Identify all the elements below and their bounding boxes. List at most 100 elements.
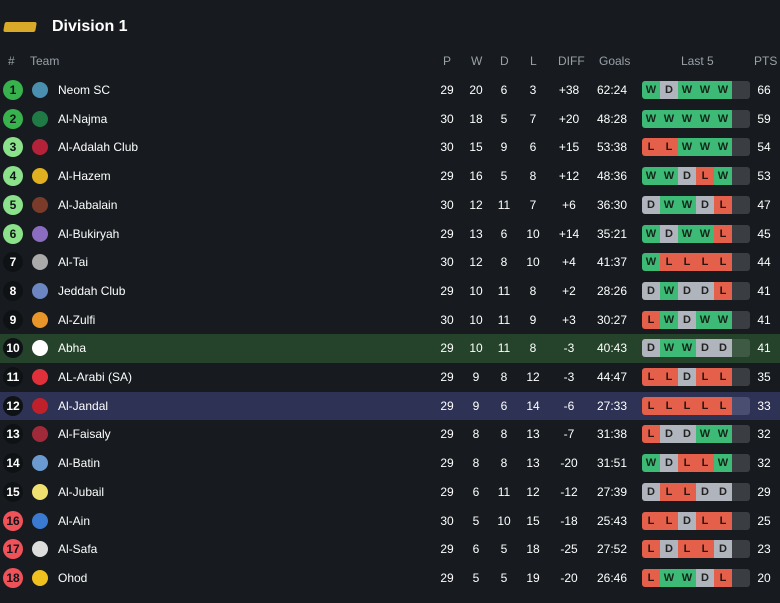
cell-w: 20 — [469, 83, 483, 97]
table-row[interactable]: 1 Neom SC 29 20 6 3 +38 62:24 66 W D W W W — [0, 76, 780, 105]
team-name[interactable]: AL-Arabi (SA) — [58, 370, 133, 384]
table-row[interactable]: 5 Al-Jabalain 30 12 11 7 +6 36:30 47 D W W D L — [0, 191, 780, 220]
form-result: D — [642, 281, 660, 300]
form-result: D — [696, 568, 714, 587]
cell-diff: +3 — [562, 312, 576, 327]
page-title: Division 1 — [52, 18, 128, 35]
team-name[interactable]: Jeddah Club — [58, 283, 126, 298]
form-result: L — [714, 511, 732, 530]
cell-l: 10 — [526, 226, 540, 241]
form-result: D — [696, 482, 714, 501]
team-name[interactable]: Al-Jubail — [58, 484, 105, 499]
form-empty — [732, 511, 750, 530]
team-logo-icon — [32, 426, 48, 443]
table-row[interactable]: 9 Al-Zulfi 30 10 11 9 +3 30:27 41 L W D W W — [0, 306, 780, 335]
cell-goals: 36:30 — [596, 197, 628, 212]
table-row[interactable]: 15 Al-Jubail 29 6 11 12 -12 27:39 29 D L L D D — [0, 478, 780, 507]
cell-p: 29 — [440, 83, 454, 97]
team-logo-icon — [32, 139, 48, 156]
cell-goals: 27:39 — [596, 484, 628, 499]
col-rank: # — [8, 54, 15, 68]
table-row[interactable]: 2 Al-Najma 30 18 5 7 +20 48:28 59 W W W W W — [0, 105, 780, 134]
form-result: D — [678, 425, 696, 444]
table-row[interactable]: 6 Al-Bukiryah 29 13 6 10 +14 35:21 45 W D W W L — [0, 220, 780, 249]
table-row[interactable]: 13 Al-Faisaly 29 8 8 13 -7 31:38 32 L D D W W — [0, 420, 780, 449]
table-row[interactable]: 4 Al-Hazem 29 16 5 8 +12 48:36 53 W W D L W — [0, 162, 780, 191]
cell-p: 29 — [440, 226, 454, 241]
team-name[interactable]: Al-Jabalain — [58, 197, 118, 212]
cell-pts: 41 — [757, 283, 771, 298]
team-name[interactable]: Al-Hazem — [58, 169, 111, 184]
cell-d: 5 — [500, 542, 508, 557]
form-result: D — [678, 310, 696, 329]
table-row[interactable]: 17 Al-Safa 29 6 5 18 -25 27:52 23 L D L L D — [0, 535, 780, 564]
team-logo-icon — [32, 110, 48, 127]
table-row[interactable]: 7 Al-Tai 30 12 8 10 +4 41:37 44 W L L L L — [0, 248, 780, 277]
team-name[interactable]: Al-Safa — [58, 542, 98, 557]
team-name[interactable]: Al-Adalah Club — [58, 140, 139, 155]
form-result: W — [714, 310, 732, 329]
form-result: L — [660, 511, 678, 530]
cell-diff: -12 — [560, 484, 578, 499]
table-row[interactable]: 16 Al-Ain 30 5 10 15 -18 25:43 25 L L D L L — [0, 507, 780, 536]
form-empty — [732, 310, 750, 329]
cell-p: 29 — [440, 341, 454, 356]
team-name[interactable]: Al-Tai — [58, 255, 89, 270]
form-result: D — [660, 224, 678, 243]
cell-diff: -18 — [560, 513, 578, 528]
table-row[interactable]: 18 Ohod 29 5 5 19 -20 26:46 20 L W W D L — [0, 564, 780, 593]
cell-diff: +14 — [558, 226, 580, 241]
table-row[interactable]: 8 Jeddah Club 29 10 11 8 +2 28:26 41 D W D D L — [0, 277, 780, 306]
team-name[interactable]: Al-Zulfi — [58, 312, 96, 327]
cell-p: 29 — [440, 370, 454, 384]
table-row[interactable]: 11 AL-Arabi (SA) 29 9 8 12 -3 44:47 35 L L D L L — [0, 363, 780, 392]
cell-goals: 25:43 — [596, 513, 628, 528]
cell-w: 12 — [469, 197, 483, 212]
form-result: D — [714, 339, 732, 358]
form-result: D — [660, 540, 678, 559]
form-result: L — [714, 368, 732, 386]
table-row[interactable]: 12 Al-Jandal 29 9 6 14 -6 27:33 33 L L L L L — [0, 391, 780, 421]
table-row[interactable]: 10 Abha 29 10 11 8 -3 40:43 41 D W W D D — [0, 334, 780, 363]
team-name[interactable]: Al-Faisaly — [58, 427, 111, 442]
form-result: D — [642, 195, 660, 214]
cell-p: 30 — [440, 111, 454, 126]
cell-p: 30 — [440, 255, 454, 270]
team-name[interactable]: Ohod — [58, 570, 88, 585]
cell-goals: 35:21 — [596, 226, 628, 241]
form-result: W — [696, 81, 714, 99]
table-row[interactable]: 14 Al-Batin 29 8 8 13 -20 31:51 32 W D L L W — [0, 449, 780, 478]
cell-pts: 53 — [757, 169, 771, 184]
form-result: W — [660, 195, 678, 214]
cell-l: 9 — [529, 312, 537, 327]
team-name[interactable]: Al-Najma — [58, 111, 108, 126]
team-name[interactable]: Al-Batin — [58, 456, 101, 471]
cell-l: 7 — [529, 111, 537, 126]
team-name[interactable]: Abha — [58, 341, 87, 356]
form-result: L — [678, 454, 696, 473]
form-result: L — [660, 396, 678, 415]
team-name[interactable]: Al-Ain — [58, 513, 91, 528]
form-result: W — [678, 568, 696, 587]
form-result: W — [660, 167, 678, 186]
rank-badge: 1 — [3, 80, 23, 100]
cell-goals: 31:38 — [596, 427, 628, 442]
table-row[interactable]: 3 Al-Adalah Club 30 15 9 6 +15 53:38 54 L L W W W — [0, 133, 780, 162]
team-name[interactable]: Al-Bukiryah — [58, 226, 120, 241]
cell-l: 7 — [529, 197, 537, 212]
team-name[interactable]: Neom SC — [58, 83, 111, 97]
cell-pts: 59 — [757, 111, 771, 126]
team-name[interactable]: Al-Jandal — [58, 398, 109, 413]
rank-badge: 3 — [3, 137, 23, 158]
cell-d: 11 — [497, 283, 511, 298]
cell-pts: 45 — [757, 226, 771, 241]
cell-diff: +20 — [558, 111, 580, 126]
cell-diff: -3 — [563, 341, 575, 356]
form-result: L — [678, 253, 696, 272]
cell-d: 6 — [500, 226, 508, 241]
